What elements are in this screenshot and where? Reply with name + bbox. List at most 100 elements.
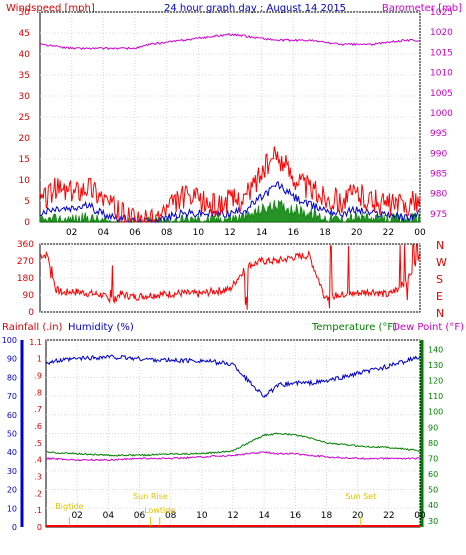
time-tick-label: 02 xyxy=(66,228,77,238)
time-tick-label: 12 xyxy=(227,511,238,521)
humidity-series xyxy=(45,354,421,399)
baro-tick-label: 995 xyxy=(430,129,447,139)
temperature-tick-label: 70 xyxy=(428,454,438,463)
baro-tick-label: 1020 xyxy=(430,28,453,38)
time-tick-label: 22 xyxy=(383,228,394,238)
event-label: Sun Rise xyxy=(133,492,168,501)
time-tick-label: 14 xyxy=(256,228,268,238)
wind-tick-label: 5 xyxy=(24,197,30,207)
wind-tick-label: 20 xyxy=(19,134,31,144)
direction-tick-label: 270 xyxy=(17,257,34,267)
time-tick-label: 08 xyxy=(161,228,173,238)
wind-tick-label: 50 xyxy=(19,8,31,18)
event-label: Lowtide xyxy=(144,506,175,515)
humidity-tick-label: 70 xyxy=(7,392,17,401)
wind-tick-label: 15 xyxy=(19,155,30,165)
rain-tick-label: .7 xyxy=(34,405,42,414)
direction-tick-label: 180 xyxy=(17,274,34,284)
wind-plot: 0510152025303540455097598098599099510001… xyxy=(19,8,454,238)
baro-tick-label: 975 xyxy=(430,210,447,220)
wind-tick-label: 25 xyxy=(19,113,30,123)
time-tick-label: 10 xyxy=(196,511,208,521)
time-tick-label: 14 xyxy=(258,511,270,521)
dewpoint-series xyxy=(45,450,421,462)
direction-tick-label: 90 xyxy=(23,291,35,301)
baro-tick-label: 985 xyxy=(430,170,447,180)
humidity-axis-label: Humidity (%) xyxy=(68,322,134,333)
barometer-series xyxy=(39,32,421,51)
temperature-tick-label: 60 xyxy=(428,470,438,479)
temperature-tick-label: 30 xyxy=(428,517,438,526)
temperature-tick-label: 120 xyxy=(428,377,443,386)
time-tick-label: 08 xyxy=(165,511,177,521)
humidity-tick-label: 10 xyxy=(7,504,17,513)
temperature-tick-label: 140 xyxy=(428,345,443,354)
time-tick-label: 12 xyxy=(224,228,235,238)
baro-axis-label: Barometer [mb] xyxy=(382,3,462,14)
rain-tick-label: 1 xyxy=(37,355,42,364)
wind-tick-label: 0 xyxy=(24,218,30,228)
time-tick-label: 00 xyxy=(414,228,426,238)
temperature-tick-label: 50 xyxy=(428,486,438,495)
wind-tick-label: 35 xyxy=(19,71,30,81)
baro-tick-label: 1000 xyxy=(430,109,453,119)
rain-tick-label: .9 xyxy=(34,372,42,381)
temperature-tick-label: 100 xyxy=(428,408,443,417)
time-tick-label: 10 xyxy=(193,228,205,238)
compass-letter: E xyxy=(436,290,443,303)
compass-letter: N xyxy=(436,239,444,252)
time-tick-label: 06 xyxy=(134,511,146,521)
humidity-tick-label: 60 xyxy=(7,411,17,420)
wind-direction-series xyxy=(39,244,421,310)
chart-title: 24 hour graph day : August 14 2015 xyxy=(164,3,346,14)
rain-tick-label: .8 xyxy=(34,388,42,397)
event-label: Sun Set xyxy=(345,492,376,501)
rain-tick-label: 1.1 xyxy=(29,338,42,347)
humidity-tick-label: 50 xyxy=(7,430,17,439)
compass-letter: N xyxy=(436,307,444,320)
baro-tick-label: 1015 xyxy=(430,48,453,58)
temperature-tick-label: 110 xyxy=(428,392,443,401)
humidity-tick-label: 90 xyxy=(7,355,17,364)
humidity-tick-label: 40 xyxy=(7,448,17,457)
rain-tick-label: .6 xyxy=(34,422,42,431)
temperature-tick-label: 40 xyxy=(428,501,438,510)
humidity-tick-label: 100 xyxy=(2,336,17,345)
climate-plot: 01020304050607080901000.1.2.3.4.5.6.7.8.… xyxy=(2,336,444,532)
temperature-tick-label: 80 xyxy=(428,439,438,448)
baro-tick-label: 1025 xyxy=(430,8,453,18)
time-tick-label: 22 xyxy=(383,511,394,521)
wind-axis-label: Windspeed [mph] xyxy=(6,3,95,14)
temperature-tick-label: 130 xyxy=(428,361,443,370)
rain-tick-label: .2 xyxy=(34,489,42,498)
time-tick-label: 04 xyxy=(98,228,110,238)
temperature-series xyxy=(45,432,421,457)
event-label: Bigtide xyxy=(55,502,83,511)
direction-tick-label: 360 xyxy=(17,240,34,250)
direction-tick-label: 0 xyxy=(28,308,34,318)
time-tick-label: 16 xyxy=(288,228,300,238)
time-tick-label: 06 xyxy=(129,228,141,238)
baro-tick-label: 1010 xyxy=(430,69,453,79)
time-tick-label: 18 xyxy=(321,511,333,521)
wind-panel: Windspeed [mph] 24 hour graph day : Augu… xyxy=(6,3,462,238)
time-tick-label: 20 xyxy=(351,228,363,238)
rain-tick-label: .1 xyxy=(34,506,42,515)
time-tick-label: 00 xyxy=(414,511,426,521)
wind-speed-series xyxy=(39,180,421,223)
rain-tick-label: .5 xyxy=(34,439,42,448)
baro-tick-label: 990 xyxy=(430,149,447,159)
humidity-tick-label: 0 xyxy=(12,523,17,532)
time-tick-label: 18 xyxy=(319,228,331,238)
humidity-tick-label: 20 xyxy=(7,486,17,495)
time-tick-label: 16 xyxy=(290,511,302,521)
wind-tick-label: 40 xyxy=(19,50,31,60)
temperature-tick-label: 90 xyxy=(428,423,438,432)
time-tick-label: 04 xyxy=(103,511,115,521)
wind-gust-series xyxy=(39,146,421,224)
time-tick-label: 20 xyxy=(352,511,364,521)
rain-tick-label: .4 xyxy=(34,456,42,465)
